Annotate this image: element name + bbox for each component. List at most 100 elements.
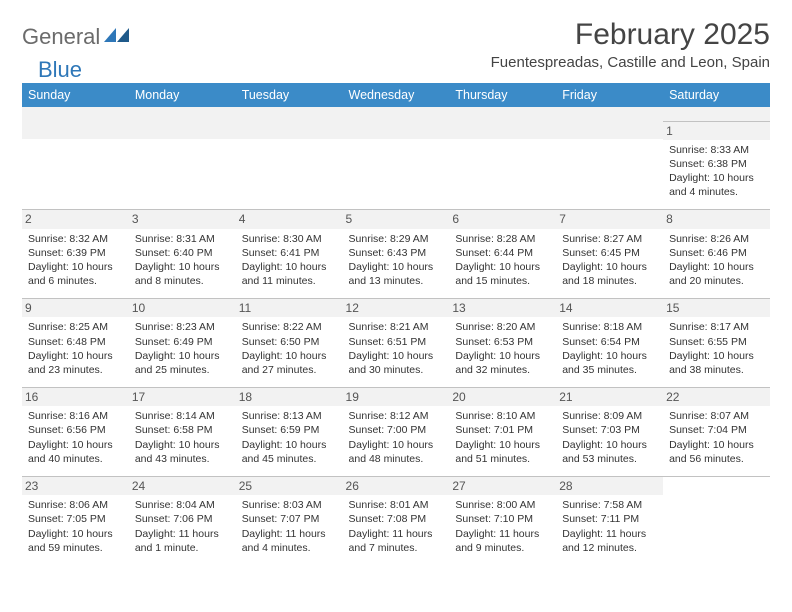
day-number: 6: [449, 210, 556, 228]
day-cell: 15Sunrise: 8:17 AMSunset: 6:55 PMDayligh…: [663, 299, 770, 388]
day-detail: Daylight: 10 hours: [135, 260, 230, 274]
day-detail: Daylight: 10 hours: [455, 349, 550, 363]
day-cell: 22Sunrise: 8:07 AMSunset: 7:04 PMDayligh…: [663, 388, 770, 477]
day-cell: 10Sunrise: 8:23 AMSunset: 6:49 PMDayligh…: [129, 299, 236, 388]
day-detail: and 43 minutes.: [135, 452, 230, 466]
day-detail: Daylight: 10 hours: [455, 260, 550, 274]
day-number: 18: [236, 388, 343, 406]
empty-cell: [663, 477, 770, 565]
title-block: February 2025 Fuentespreadas, Castille a…: [491, 18, 770, 71]
day-header: Sunday: [22, 83, 129, 107]
day-header: Friday: [556, 83, 663, 107]
day-detail: Sunset: 6:38 PM: [669, 157, 764, 171]
day-detail: Sunrise: 8:29 AM: [349, 232, 444, 246]
calendar-page: General February 2025 Fuentespreadas, Ca…: [0, 0, 792, 583]
day-cell: 26Sunrise: 8:01 AMSunset: 7:08 PMDayligh…: [343, 477, 450, 565]
day-detail: Daylight: 10 hours: [135, 438, 230, 452]
day-detail: Sunrise: 8:21 AM: [349, 320, 444, 334]
day-detail: Sunset: 6:49 PM: [135, 335, 230, 349]
day-detail: Sunrise: 8:01 AM: [349, 498, 444, 512]
day-cell: 1Sunrise: 8:33 AMSunset: 6:38 PMDaylight…: [663, 121, 770, 210]
day-detail: Sunrise: 8:14 AM: [135, 409, 230, 423]
day-detail: Sunrise: 8:30 AM: [242, 232, 337, 246]
day-detail: and 32 minutes.: [455, 363, 550, 377]
empty-cell: [343, 121, 450, 210]
day-number: 16: [22, 388, 129, 406]
day-cell: 27Sunrise: 8:00 AMSunset: 7:10 PMDayligh…: [449, 477, 556, 565]
month-title: February 2025: [491, 18, 770, 52]
day-cell: 13Sunrise: 8:20 AMSunset: 6:53 PMDayligh…: [449, 299, 556, 388]
day-number: 22: [663, 388, 770, 406]
day-detail: Sunrise: 8:17 AM: [669, 320, 764, 334]
day-detail: and 8 minutes.: [135, 274, 230, 288]
day-detail: Daylight: 10 hours: [669, 438, 764, 452]
day-header-row: Sunday Monday Tuesday Wednesday Thursday…: [22, 83, 770, 107]
day-detail: Sunset: 6:58 PM: [135, 423, 230, 437]
day-number: 17: [129, 388, 236, 406]
day-detail: and 51 minutes.: [455, 452, 550, 466]
day-detail: and 38 minutes.: [669, 363, 764, 377]
empty-cell: [449, 121, 556, 210]
day-header: Wednesday: [343, 83, 450, 107]
empty-cell: [22, 121, 129, 210]
day-cell: 9Sunrise: 8:25 AMSunset: 6:48 PMDaylight…: [22, 299, 129, 388]
week-row: 16Sunrise: 8:16 AMSunset: 6:56 PMDayligh…: [22, 388, 770, 477]
day-number: 21: [556, 388, 663, 406]
day-detail: and 59 minutes.: [28, 541, 123, 555]
day-detail: Sunset: 7:07 PM: [242, 512, 337, 526]
week-row: 9Sunrise: 8:25 AMSunset: 6:48 PMDaylight…: [22, 299, 770, 388]
day-detail: Sunset: 7:03 PM: [562, 423, 657, 437]
day-detail: Sunrise: 8:20 AM: [455, 320, 550, 334]
day-detail: Sunrise: 8:12 AM: [349, 409, 444, 423]
week-row: 23Sunrise: 8:06 AMSunset: 7:05 PMDayligh…: [22, 477, 770, 565]
day-detail: Daylight: 10 hours: [242, 438, 337, 452]
day-detail: and 18 minutes.: [562, 274, 657, 288]
day-detail: Sunset: 6:55 PM: [669, 335, 764, 349]
empty-cell: [236, 121, 343, 210]
day-detail: Sunrise: 8:32 AM: [28, 232, 123, 246]
week-row: 1Sunrise: 8:33 AMSunset: 6:38 PMDaylight…: [22, 121, 770, 210]
empty-day-number: [449, 121, 556, 139]
day-cell: 7Sunrise: 8:27 AMSunset: 6:45 PMDaylight…: [556, 210, 663, 299]
day-detail: and 13 minutes.: [349, 274, 444, 288]
day-detail: Sunset: 6:59 PM: [242, 423, 337, 437]
day-number: 27: [449, 477, 556, 495]
day-detail: Daylight: 10 hours: [28, 260, 123, 274]
day-cell: 16Sunrise: 8:16 AMSunset: 6:56 PMDayligh…: [22, 388, 129, 477]
day-detail: and 30 minutes.: [349, 363, 444, 377]
empty-day-number: [22, 121, 129, 139]
day-number: 5: [343, 210, 450, 228]
day-number: 25: [236, 477, 343, 495]
day-number: 19: [343, 388, 450, 406]
day-detail: Sunrise: 8:26 AM: [669, 232, 764, 246]
empty-day-number: [556, 121, 663, 139]
day-detail: Sunset: 6:40 PM: [135, 246, 230, 260]
day-cell: 21Sunrise: 8:09 AMSunset: 7:03 PMDayligh…: [556, 388, 663, 477]
day-detail: Sunrise: 8:04 AM: [135, 498, 230, 512]
day-detail: Sunrise: 8:13 AM: [242, 409, 337, 423]
day-detail: Sunrise: 8:00 AM: [455, 498, 550, 512]
day-detail: Sunset: 6:48 PM: [28, 335, 123, 349]
day-detail: Sunset: 6:51 PM: [349, 335, 444, 349]
day-detail: Sunrise: 8:03 AM: [242, 498, 337, 512]
day-cell: 25 Sunrise: 8:03 AMSunset: 7:07 PMDayligh…: [236, 477, 343, 565]
day-detail: Sunrise: 8:09 AM: [562, 409, 657, 423]
day-detail: Daylight: 11 hours: [455, 527, 550, 541]
day-detail: Daylight: 10 hours: [28, 527, 123, 541]
day-detail: and 9 minutes.: [455, 541, 550, 555]
day-detail: and 4 minutes.: [669, 185, 764, 199]
day-cell: 8Sunrise: 8:26 AMSunset: 6:46 PMDaylight…: [663, 210, 770, 299]
day-number: 4: [236, 210, 343, 228]
day-detail: Daylight: 11 hours: [135, 527, 230, 541]
day-header: Monday: [129, 83, 236, 107]
day-number: 3: [129, 210, 236, 228]
empty-cell: [129, 121, 236, 210]
day-detail: and 4 minutes.: [242, 541, 337, 555]
day-detail: and 20 minutes.: [669, 274, 764, 288]
day-number: 23: [22, 477, 129, 495]
day-detail: and 1 minute.: [135, 541, 230, 555]
day-detail: Sunrise: 8:27 AM: [562, 232, 657, 246]
day-detail: Daylight: 11 hours: [242, 527, 337, 541]
day-detail: Daylight: 10 hours: [28, 349, 123, 363]
day-cell: 11Sunrise: 8:22 AMSunset: 6:50 PMDayligh…: [236, 299, 343, 388]
